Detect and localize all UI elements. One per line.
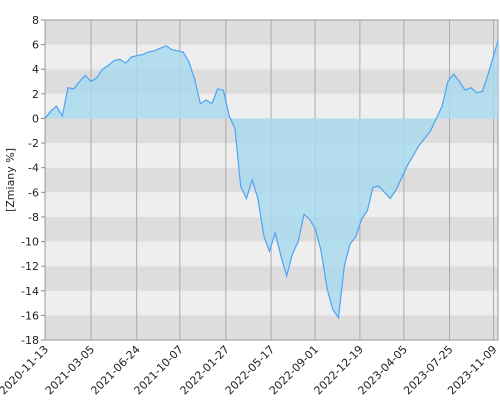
y-tick-label: 8 xyxy=(32,14,39,27)
y-tick-label: -12 xyxy=(21,260,39,273)
y-tick-label: -2 xyxy=(28,137,39,150)
y-tick-label: -18 xyxy=(21,334,39,347)
y-tick-label: 2 xyxy=(32,88,39,101)
line xyxy=(44,40,499,320)
y-tick-label: -8 xyxy=(28,211,39,224)
y-tick-label: -14 xyxy=(21,285,39,298)
y-tick-label: -10 xyxy=(21,236,39,249)
y-axis-label: [Zmiany %] xyxy=(4,148,17,212)
y-tick-label: 4 xyxy=(32,63,39,76)
y-tick-label: -6 xyxy=(28,186,39,199)
y-tick-label: -4 xyxy=(28,162,39,175)
y-tick-label: -16 xyxy=(21,309,39,322)
y-tick-label: 6 xyxy=(32,39,39,52)
y-tick-label: 0 xyxy=(32,112,39,125)
area xyxy=(45,40,498,318)
plot-frame xyxy=(44,19,499,341)
